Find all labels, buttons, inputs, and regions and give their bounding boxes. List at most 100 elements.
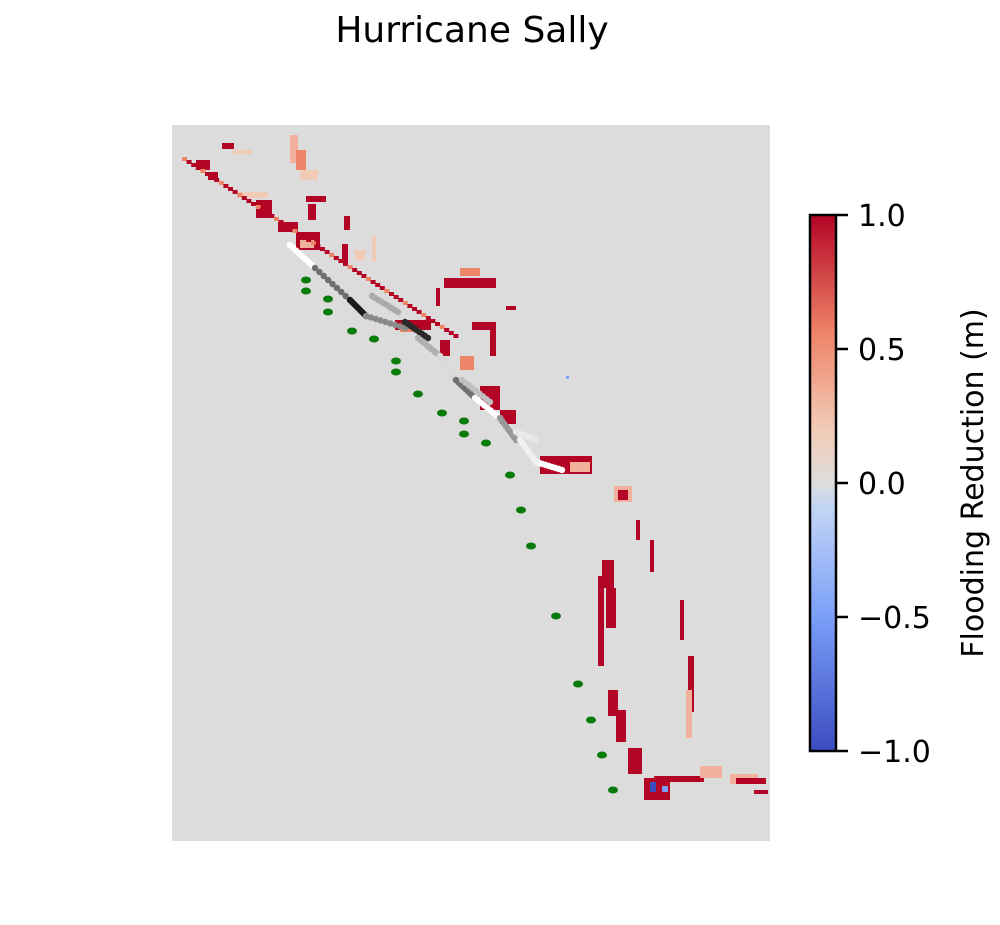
colorbar-label: Flooding Reduction (m): [956, 308, 991, 657]
observation-point: [573, 680, 583, 688]
flood-cell: [223, 184, 229, 188]
coastline-point: [329, 280, 336, 288]
flood-cell: [389, 292, 394, 296]
flood-cell: [490, 330, 496, 356]
flood-cell: [379, 286, 385, 290]
observation-point: [551, 612, 561, 620]
observation-point: [369, 335, 379, 343]
observation-point: [437, 409, 447, 417]
flood-cell: [736, 778, 766, 784]
flood-cell: [421, 313, 427, 317]
colorbar-tick-label: −1.0: [858, 735, 931, 770]
flood-cell: [255, 205, 261, 209]
observation-point: [323, 295, 333, 303]
observation-point: [391, 368, 401, 376]
observation-point: [459, 417, 469, 425]
flood-cell: [602, 560, 614, 588]
flood-cell: [700, 766, 722, 778]
observation-point: [459, 430, 469, 438]
colorbar-tick-label: 0.0: [858, 467, 906, 502]
flood-cell: [598, 576, 604, 666]
observation-point: [516, 506, 526, 514]
flood-cell: [628, 748, 642, 774]
flood-cell: [662, 786, 668, 792]
flood-cell: [352, 268, 358, 272]
flood-cell: [435, 322, 440, 326]
coastline-point: [367, 314, 375, 321]
observation-point: [481, 439, 491, 447]
coastline-point: [362, 312, 370, 320]
flood-cell: [688, 656, 694, 712]
flood-cell: [608, 690, 618, 716]
flood-cell: [251, 202, 256, 206]
flood-cell: [440, 340, 450, 356]
flood-cell: [301, 235, 307, 239]
flood-cell: [570, 462, 590, 472]
flood-cell: [356, 271, 362, 275]
flood-cell: [472, 322, 496, 330]
flood-cell: [306, 196, 326, 202]
flood-cell: [680, 600, 684, 640]
coastline-point: [333, 284, 341, 292]
flood-cell: [200, 169, 206, 173]
coastline-point: [558, 466, 566, 474]
observation-point: [597, 751, 607, 759]
observation-point: [586, 716, 596, 724]
flood-cell: [320, 247, 325, 251]
flood-cell: [186, 160, 192, 164]
flood-cell: [400, 328, 420, 332]
flood-cell: [260, 208, 266, 212]
flood-cell: [333, 256, 339, 260]
coastline-point: [377, 317, 384, 324]
flood-cell: [264, 211, 270, 215]
flood-cell: [393, 295, 399, 299]
colorbar: [808, 213, 838, 753]
observation-point: [391, 357, 401, 365]
flood-cell: [306, 238, 312, 242]
flood-cell: [196, 160, 210, 170]
flood-cell: [205, 172, 210, 176]
flood-cell: [618, 490, 628, 500]
flood-cell: [218, 181, 224, 185]
flood-cell: [297, 232, 302, 236]
flood-cell: [292, 229, 298, 233]
flood-cell: [412, 307, 417, 311]
observation-point: [413, 390, 423, 398]
flood-cell: [338, 259, 344, 263]
coastline-point: [424, 334, 432, 342]
flood-cell: [606, 588, 616, 628]
colorbar-ticks: 1.0 0.5 0.0 −0.5 −1.0: [836, 199, 931, 770]
flood-cell: [278, 220, 284, 224]
flood-cell: [686, 690, 692, 738]
flood-cell: [214, 178, 220, 182]
coastline-point: [338, 288, 345, 296]
flood-cell: [754, 790, 768, 794]
observation-point: [505, 471, 515, 479]
coastline-point: [324, 276, 332, 284]
coastline-point: [382, 318, 389, 326]
flood-cell: [182, 157, 187, 161]
observation-point: [608, 786, 618, 794]
coastline-point: [342, 292, 349, 300]
flood-cell: [444, 278, 496, 288]
flood-cell: [366, 277, 371, 281]
flood-cell: [407, 304, 413, 308]
flood-cell: [343, 262, 348, 266]
flood-cell: [290, 135, 298, 163]
flood-cell: [372, 236, 376, 262]
coastline-point: [392, 321, 399, 329]
flood-cell: [566, 376, 569, 379]
coastline-point: [372, 315, 379, 323]
flood-cell: [361, 274, 367, 278]
coastline-points-layer: [286, 241, 566, 474]
coastline-point: [396, 323, 404, 330]
flood-cell: [384, 289, 390, 293]
flood-cell: [232, 190, 238, 194]
chart-title: Hurricane Sally: [335, 10, 609, 51]
flood-cell: [274, 217, 279, 221]
flood-cell: [324, 250, 330, 254]
flood-cell: [269, 214, 275, 218]
flood-cell: [308, 204, 316, 220]
coastline-point: [320, 272, 327, 280]
flood-cell: [636, 520, 640, 540]
